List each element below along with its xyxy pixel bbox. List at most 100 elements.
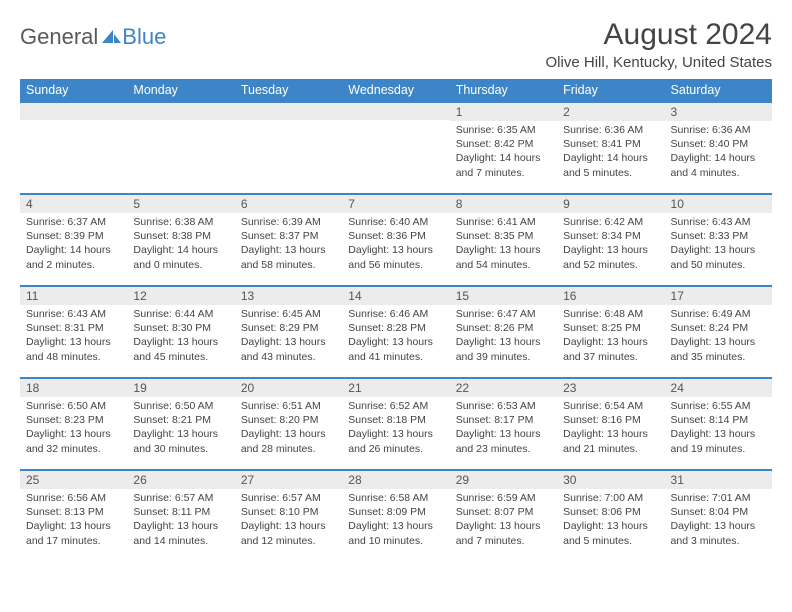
calendar-day-cell (20, 102, 127, 194)
day-number: 18 (20, 379, 127, 397)
day-number: 9 (557, 195, 664, 213)
calendar-day-cell: 6Sunrise: 6:39 AMSunset: 8:37 PMDaylight… (235, 194, 342, 286)
calendar-week-row: 1Sunrise: 6:35 AMSunset: 8:42 PMDaylight… (20, 102, 772, 194)
day-number: 30 (557, 471, 664, 489)
calendar-day-cell: 15Sunrise: 6:47 AMSunset: 8:26 PMDayligh… (450, 286, 557, 378)
calendar-day-cell: 28Sunrise: 6:58 AMSunset: 8:09 PMDayligh… (342, 470, 449, 562)
calendar-day-cell: 11Sunrise: 6:43 AMSunset: 8:31 PMDayligh… (20, 286, 127, 378)
day-detail: Sunrise: 6:50 AMSunset: 8:21 PMDaylight:… (127, 397, 234, 460)
day-detail: Sunrise: 6:55 AMSunset: 8:14 PMDaylight:… (665, 397, 772, 460)
month-title: August 2024 (546, 18, 772, 52)
day-detail: Sunrise: 6:52 AMSunset: 8:18 PMDaylight:… (342, 397, 449, 460)
day-detail: Sunrise: 6:56 AMSunset: 8:13 PMDaylight:… (20, 489, 127, 552)
calendar-body: 1Sunrise: 6:35 AMSunset: 8:42 PMDaylight… (20, 102, 772, 562)
day-detail: Sunrise: 6:46 AMSunset: 8:28 PMDaylight:… (342, 305, 449, 368)
calendar-day-cell: 16Sunrise: 6:48 AMSunset: 8:25 PMDayligh… (557, 286, 664, 378)
day-number-empty (235, 103, 342, 120)
calendar-day-cell: 4Sunrise: 6:37 AMSunset: 8:39 PMDaylight… (20, 194, 127, 286)
day-detail: Sunrise: 6:44 AMSunset: 8:30 PMDaylight:… (127, 305, 234, 368)
calendar-day-cell: 7Sunrise: 6:40 AMSunset: 8:36 PMDaylight… (342, 194, 449, 286)
day-number: 21 (342, 379, 449, 397)
calendar-week-row: 4Sunrise: 6:37 AMSunset: 8:39 PMDaylight… (20, 194, 772, 286)
logo: General Blue (20, 18, 166, 50)
calendar-day-cell: 18Sunrise: 6:50 AMSunset: 8:23 PMDayligh… (20, 378, 127, 470)
day-detail: Sunrise: 6:36 AMSunset: 8:41 PMDaylight:… (557, 121, 664, 184)
day-detail: Sunrise: 6:35 AMSunset: 8:42 PMDaylight:… (450, 121, 557, 184)
calendar-day-cell: 9Sunrise: 6:42 AMSunset: 8:34 PMDaylight… (557, 194, 664, 286)
day-number: 31 (665, 471, 772, 489)
day-number: 1 (450, 103, 557, 121)
day-detail: Sunrise: 6:37 AMSunset: 8:39 PMDaylight:… (20, 213, 127, 276)
day-number: 26 (127, 471, 234, 489)
day-number: 6 (235, 195, 342, 213)
day-detail: Sunrise: 6:59 AMSunset: 8:07 PMDaylight:… (450, 489, 557, 552)
day-header: Monday (127, 79, 234, 102)
header: General Blue August 2024 Olive Hill, Ken… (20, 18, 772, 71)
calendar-day-cell: 21Sunrise: 6:52 AMSunset: 8:18 PMDayligh… (342, 378, 449, 470)
logo-text-1: General (20, 24, 98, 50)
calendar-day-cell: 8Sunrise: 6:41 AMSunset: 8:35 PMDaylight… (450, 194, 557, 286)
logo-sail-icon (102, 24, 122, 50)
day-detail: Sunrise: 6:40 AMSunset: 8:36 PMDaylight:… (342, 213, 449, 276)
day-number: 4 (20, 195, 127, 213)
day-number: 23 (557, 379, 664, 397)
calendar-day-cell: 27Sunrise: 6:57 AMSunset: 8:10 PMDayligh… (235, 470, 342, 562)
day-detail: Sunrise: 6:57 AMSunset: 8:10 PMDaylight:… (235, 489, 342, 552)
calendar-day-cell: 25Sunrise: 6:56 AMSunset: 8:13 PMDayligh… (20, 470, 127, 562)
day-number: 16 (557, 287, 664, 305)
day-number: 11 (20, 287, 127, 305)
day-detail: Sunrise: 6:53 AMSunset: 8:17 PMDaylight:… (450, 397, 557, 460)
day-detail: Sunrise: 6:58 AMSunset: 8:09 PMDaylight:… (342, 489, 449, 552)
day-header: Saturday (665, 79, 772, 102)
calendar-day-cell: 31Sunrise: 7:01 AMSunset: 8:04 PMDayligh… (665, 470, 772, 562)
day-number-empty (127, 103, 234, 120)
title-block: August 2024 Olive Hill, Kentucky, United… (546, 18, 772, 71)
day-detail: Sunrise: 6:48 AMSunset: 8:25 PMDaylight:… (557, 305, 664, 368)
day-header: Sunday (20, 79, 127, 102)
day-detail: Sunrise: 6:57 AMSunset: 8:11 PMDaylight:… (127, 489, 234, 552)
day-number: 25 (20, 471, 127, 489)
day-number: 22 (450, 379, 557, 397)
day-number: 17 (665, 287, 772, 305)
calendar-week-row: 25Sunrise: 6:56 AMSunset: 8:13 PMDayligh… (20, 470, 772, 562)
day-header: Friday (557, 79, 664, 102)
day-detail: Sunrise: 6:51 AMSunset: 8:20 PMDaylight:… (235, 397, 342, 460)
day-number: 27 (235, 471, 342, 489)
day-detail: Sunrise: 6:54 AMSunset: 8:16 PMDaylight:… (557, 397, 664, 460)
day-number: 3 (665, 103, 772, 121)
calendar-day-cell: 13Sunrise: 6:45 AMSunset: 8:29 PMDayligh… (235, 286, 342, 378)
calendar-day-cell (127, 102, 234, 194)
day-detail: Sunrise: 6:41 AMSunset: 8:35 PMDaylight:… (450, 213, 557, 276)
day-detail: Sunrise: 6:43 AMSunset: 8:31 PMDaylight:… (20, 305, 127, 368)
day-number: 2 (557, 103, 664, 121)
day-detail: Sunrise: 6:36 AMSunset: 8:40 PMDaylight:… (665, 121, 772, 184)
day-number: 19 (127, 379, 234, 397)
day-detail: Sunrise: 7:00 AMSunset: 8:06 PMDaylight:… (557, 489, 664, 552)
day-detail: Sunrise: 6:39 AMSunset: 8:37 PMDaylight:… (235, 213, 342, 276)
day-detail: Sunrise: 6:42 AMSunset: 8:34 PMDaylight:… (557, 213, 664, 276)
day-detail: Sunrise: 6:45 AMSunset: 8:29 PMDaylight:… (235, 305, 342, 368)
day-number: 15 (450, 287, 557, 305)
calendar-day-cell: 12Sunrise: 6:44 AMSunset: 8:30 PMDayligh… (127, 286, 234, 378)
calendar-day-cell: 26Sunrise: 6:57 AMSunset: 8:11 PMDayligh… (127, 470, 234, 562)
day-header: Thursday (450, 79, 557, 102)
calendar-day-cell: 24Sunrise: 6:55 AMSunset: 8:14 PMDayligh… (665, 378, 772, 470)
logo-text-2: Blue (122, 24, 166, 50)
day-header: Tuesday (235, 79, 342, 102)
calendar-day-cell: 20Sunrise: 6:51 AMSunset: 8:20 PMDayligh… (235, 378, 342, 470)
calendar-day-cell (235, 102, 342, 194)
location: Olive Hill, Kentucky, United States (546, 54, 772, 71)
day-detail: Sunrise: 7:01 AMSunset: 8:04 PMDaylight:… (665, 489, 772, 552)
calendar-day-cell: 3Sunrise: 6:36 AMSunset: 8:40 PMDaylight… (665, 102, 772, 194)
day-detail: Sunrise: 6:47 AMSunset: 8:26 PMDaylight:… (450, 305, 557, 368)
calendar-day-cell: 19Sunrise: 6:50 AMSunset: 8:21 PMDayligh… (127, 378, 234, 470)
calendar-day-cell: 30Sunrise: 7:00 AMSunset: 8:06 PMDayligh… (557, 470, 664, 562)
calendar-week-row: 11Sunrise: 6:43 AMSunset: 8:31 PMDayligh… (20, 286, 772, 378)
calendar-day-cell: 14Sunrise: 6:46 AMSunset: 8:28 PMDayligh… (342, 286, 449, 378)
day-number-empty (20, 103, 127, 120)
day-number: 5 (127, 195, 234, 213)
day-number: 28 (342, 471, 449, 489)
calendar-day-cell: 1Sunrise: 6:35 AMSunset: 8:42 PMDaylight… (450, 102, 557, 194)
day-number: 13 (235, 287, 342, 305)
calendar-day-cell (342, 102, 449, 194)
